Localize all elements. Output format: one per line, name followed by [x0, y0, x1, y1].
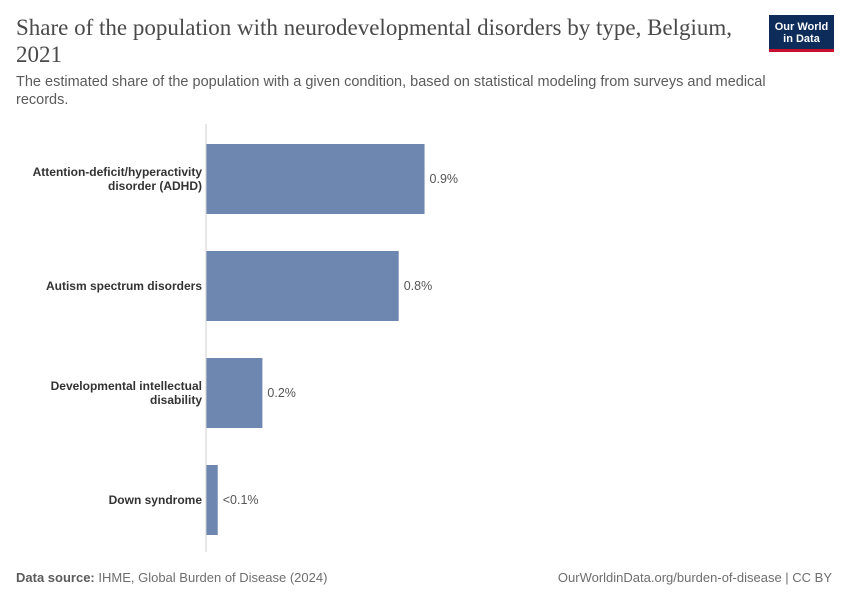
owid-logo[interactable]: Our World in Data	[769, 15, 834, 52]
category-label: Developmental intellectual	[51, 379, 202, 393]
data-source-label: Data source:	[16, 570, 95, 585]
bar	[206, 144, 425, 214]
value-label: <0.1%	[223, 493, 259, 507]
category-label: Attention-deficit/hyperactivity	[33, 165, 203, 179]
category-label: disorder (ADHD)	[108, 179, 202, 193]
chart-title: Share of the population with neurodevelo…	[16, 15, 733, 67]
bar	[206, 358, 263, 428]
data-source: Data source: IHME, Global Burden of Dise…	[16, 570, 327, 585]
data-source-text[interactable]: IHME, Global Burden of Disease (2024)	[98, 570, 328, 585]
category-label: Down syndrome	[109, 493, 203, 507]
logo-line-2: in Data	[783, 33, 820, 45]
bar	[206, 465, 218, 535]
source-url[interactable]: OurWorldinData.org/burden-of-disease | C…	[557, 570, 832, 585]
value-label: 0.8%	[404, 279, 433, 293]
category-label: disability	[150, 393, 202, 407]
category-label: Autism spectrum disorders	[46, 279, 202, 293]
chart-subtitle: The estimated share of the population wi…	[16, 74, 766, 108]
value-label: 0.9%	[430, 172, 459, 186]
logo-line-1: Our World	[774, 21, 829, 33]
bar	[206, 251, 399, 321]
value-label: 0.2%	[267, 386, 296, 400]
